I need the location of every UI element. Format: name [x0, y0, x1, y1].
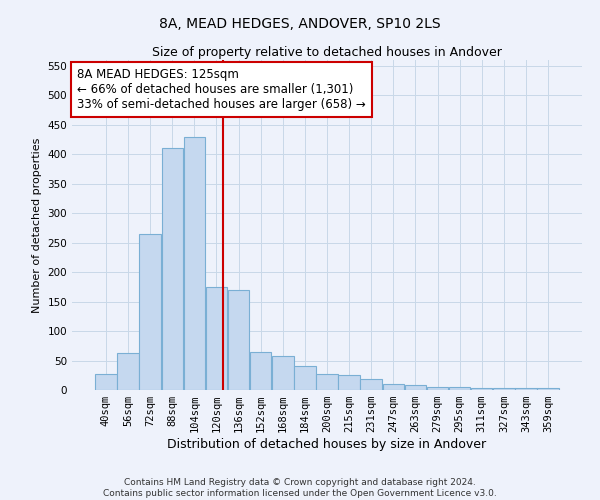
Bar: [228, 290, 249, 390]
Bar: [95, 374, 116, 390]
Bar: [538, 388, 559, 390]
Bar: [250, 352, 271, 390]
Title: Size of property relative to detached houses in Andover: Size of property relative to detached ho…: [152, 46, 502, 59]
Bar: [272, 356, 293, 390]
Y-axis label: Number of detached properties: Number of detached properties: [32, 138, 42, 312]
Bar: [493, 388, 515, 390]
Bar: [338, 376, 360, 390]
Bar: [427, 387, 448, 390]
Bar: [515, 388, 537, 390]
Text: 8A, MEAD HEDGES, ANDOVER, SP10 2LS: 8A, MEAD HEDGES, ANDOVER, SP10 2LS: [159, 18, 441, 32]
Bar: [161, 148, 183, 390]
X-axis label: Distribution of detached houses by size in Andover: Distribution of detached houses by size …: [167, 438, 487, 451]
Bar: [471, 388, 493, 390]
Bar: [449, 387, 470, 390]
Bar: [383, 384, 404, 390]
Bar: [316, 374, 338, 390]
Bar: [206, 287, 227, 390]
Text: 8A MEAD HEDGES: 125sqm
← 66% of detached houses are smaller (1,301)
33% of semi-: 8A MEAD HEDGES: 125sqm ← 66% of detached…: [77, 68, 366, 112]
Bar: [361, 380, 382, 390]
Bar: [184, 136, 205, 390]
Text: Contains HM Land Registry data © Crown copyright and database right 2024.
Contai: Contains HM Land Registry data © Crown c…: [103, 478, 497, 498]
Bar: [139, 234, 161, 390]
Bar: [294, 366, 316, 390]
Bar: [117, 354, 139, 390]
Bar: [405, 386, 426, 390]
